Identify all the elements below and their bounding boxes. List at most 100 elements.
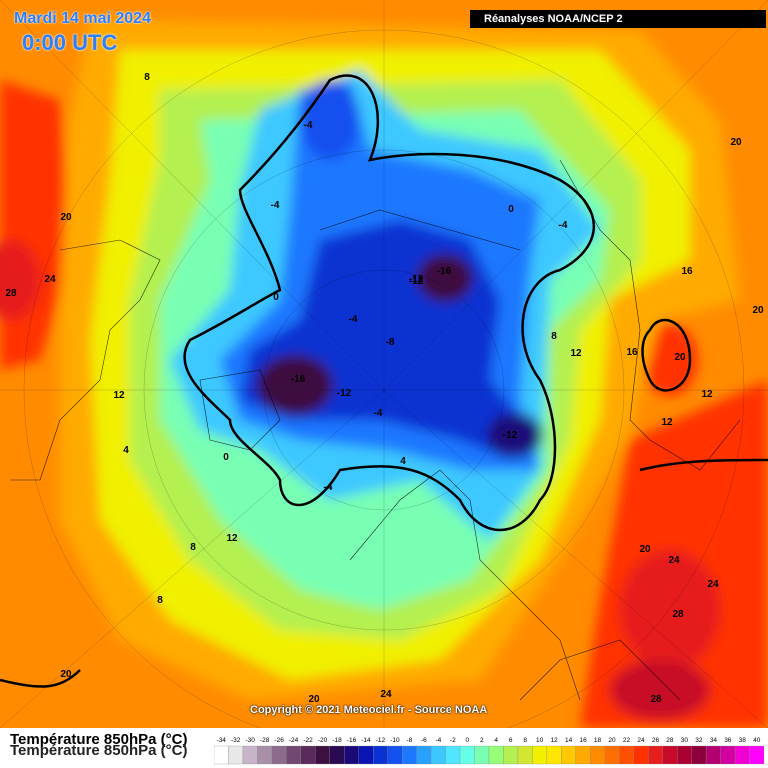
contour-label: -4 <box>271 200 280 211</box>
legend-swatch <box>387 745 403 765</box>
legend-swatch <box>315 745 330 765</box>
legend-swatch <box>459 745 475 765</box>
contour-label: 4 <box>400 456 406 467</box>
contour-label: -16 <box>291 374 306 385</box>
coastline-north-america <box>10 239 161 481</box>
coastline-siberia <box>319 209 521 251</box>
contour-label: 28 <box>650 694 662 705</box>
legend-swatch <box>677 745 692 765</box>
legend-tick-label: -30 <box>245 737 255 744</box>
contour-label: 20 <box>60 669 72 680</box>
legend-swatch <box>344 745 359 765</box>
contour-label: 28 <box>5 288 17 299</box>
contour-label: 20 <box>674 352 686 363</box>
map-time: 0:00 UTC <box>22 30 118 55</box>
legend-swatch <box>430 745 446 765</box>
contour-label: 8 <box>551 331 557 342</box>
legend-tick-label: 32 <box>695 737 703 744</box>
legend-tick-label: 16 <box>579 737 587 744</box>
legend-tick-label: 14 <box>565 737 573 744</box>
contour-label: 20 <box>639 544 651 555</box>
legend-tick-label: 0 <box>465 737 469 744</box>
contour-label: 20 <box>730 137 742 148</box>
legend-swatch <box>329 745 345 765</box>
contour-label: -4 <box>349 314 358 325</box>
contour-label: 0 <box>273 292 279 303</box>
legend-swatch <box>228 745 244 765</box>
contour-label: -12 <box>503 430 518 441</box>
coastline-europe <box>349 469 581 701</box>
legend-swatch <box>561 745 576 765</box>
legend-tick-label: -12 <box>376 737 386 744</box>
legend-tick-label: 28 <box>666 737 674 744</box>
legend-tick-label: -20 <box>318 737 328 744</box>
contour-label: 28 <box>672 609 684 620</box>
coastline-asia <box>559 159 741 471</box>
contour-label: 24 <box>668 555 680 566</box>
legend-swatch <box>648 745 663 765</box>
hot-core-se <box>610 660 710 720</box>
legend-tick-label: 30 <box>681 737 689 744</box>
legend-swatch <box>532 745 548 765</box>
legend-tick-label: -2 <box>450 737 456 744</box>
contour-label: 12 <box>701 389 713 400</box>
contour-label: 0 <box>508 204 514 215</box>
legend-tick-label: 12 <box>551 737 559 744</box>
legend-swatch <box>488 745 504 765</box>
legend-swatch <box>286 745 301 765</box>
contour-label: -12 <box>337 388 352 399</box>
contour-label: -12 <box>409 274 424 285</box>
contour-label: 16 <box>626 347 638 358</box>
contour-label: -12 <box>409 276 424 287</box>
legend-swatch <box>358 745 374 765</box>
contour-label: 12 <box>661 417 673 428</box>
contour-label: -4 <box>324 482 333 493</box>
legend-swatch <box>373 745 388 765</box>
contour-label: 4 <box>123 445 129 456</box>
legend-swatch <box>546 745 562 765</box>
contour-label: 12 <box>570 348 582 359</box>
legend-swatch <box>242 745 258 765</box>
contour-label: -4 <box>304 120 313 131</box>
coastline-greenland <box>199 369 281 451</box>
legend-tick-label: -24 <box>289 737 299 744</box>
legend-swatch <box>416 745 432 765</box>
contour-label: -8 <box>386 337 395 348</box>
legend-swatch <box>575 745 591 765</box>
zero-isotherm <box>183 74 596 532</box>
legend-tick-label: 40 <box>753 737 761 744</box>
legend-swatch <box>662 745 678 765</box>
contour-label: 0 <box>223 452 229 463</box>
latitude-circle-3 <box>23 29 745 728</box>
legend-tick-label: -34 <box>217 737 227 744</box>
legend-tick-label: 18 <box>594 737 602 744</box>
contour-label: 20 <box>752 305 764 316</box>
legend-swatch <box>474 745 490 765</box>
legend-swatch <box>517 745 533 765</box>
contour-label: 24 <box>380 689 392 700</box>
color-scale: -34 -32 -30 -28 -26 -24 -22 -20 -18 -16 -14 -12 -10-… <box>214 737 764 765</box>
isotherm-20-east <box>641 318 692 392</box>
legend-title-shadow: Température 850hPa (°C) <box>10 742 188 759</box>
contour-label: 16 <box>681 266 693 277</box>
legend-swatch <box>720 745 736 765</box>
copyright-text: Copyright © 2021 Meteociel.fr - Source N… <box>250 704 488 716</box>
legend-tick-label: -26 <box>274 737 284 744</box>
legend-swatch <box>445 745 461 765</box>
legend-swatch <box>633 745 649 765</box>
legend-swatch <box>402 745 417 765</box>
latitude-circle-1 <box>263 269 505 511</box>
legend-tick-label: -14 <box>361 737 371 744</box>
contour-label: -4 <box>374 408 383 419</box>
isotherm-20-south <box>639 458 768 472</box>
legend-tick-label: -32 <box>231 737 241 744</box>
contour-label: 8 <box>157 595 163 606</box>
source-label: Réanalyses NOAA/NCEP 2 <box>470 10 766 28</box>
temperature-map: 8 -4 -4 20 24 28 0 -4 -8 -12 -16 -12 -16 -12 -4 12 4 0 4 -4… <box>0 0 768 728</box>
legend-tick-label: -22 <box>303 737 313 744</box>
contour-label: 20 <box>60 212 72 223</box>
contour-label: 12 <box>226 533 238 544</box>
legend-swatch <box>214 745 229 765</box>
legend-tick-label: -18 <box>332 737 342 744</box>
